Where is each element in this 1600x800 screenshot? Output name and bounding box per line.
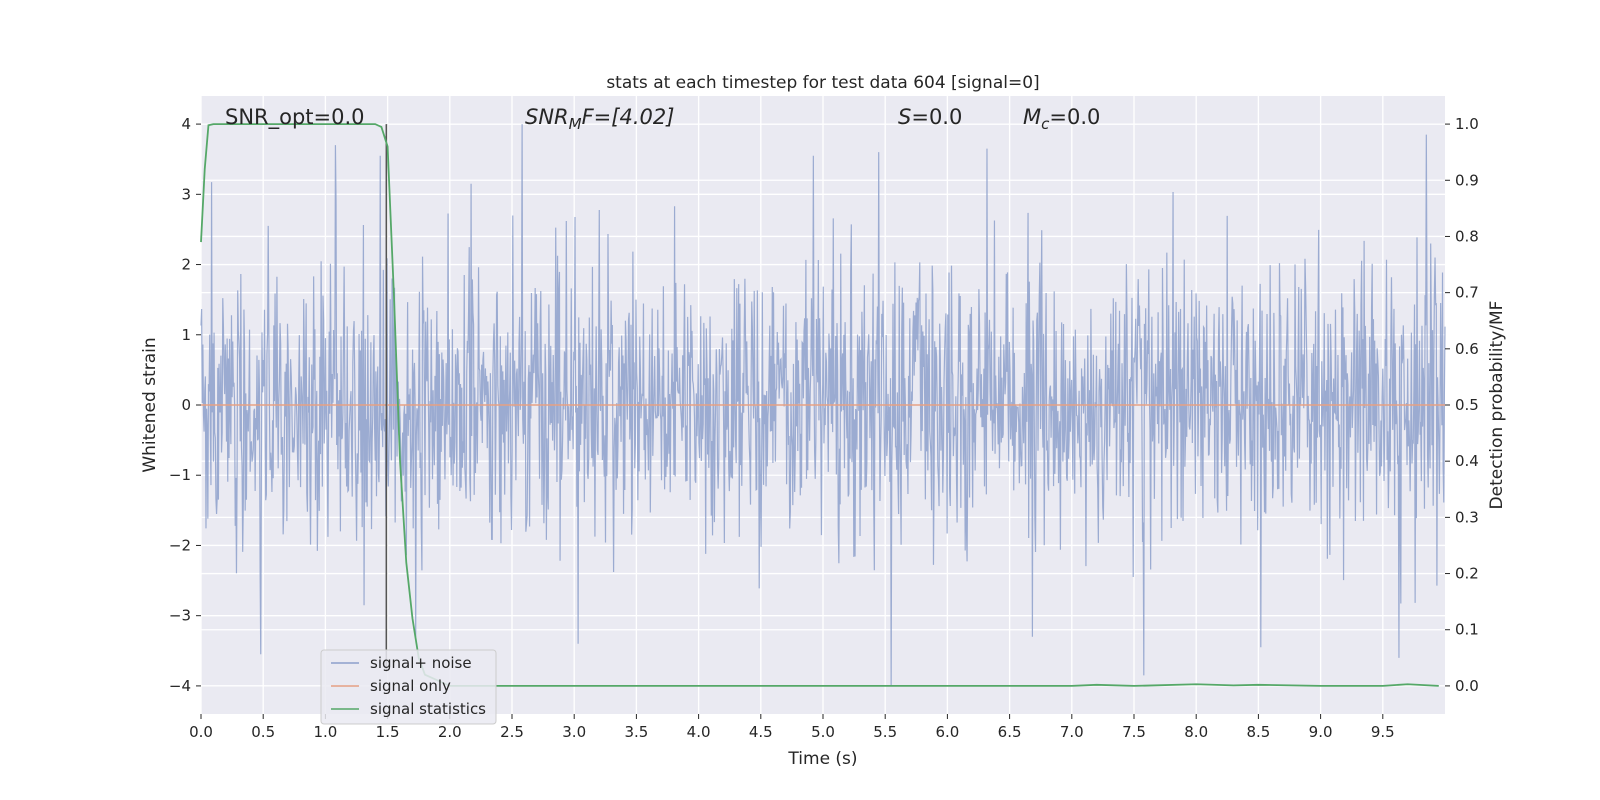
annotation-snr-opt: SNR_opt=0.0 [225, 105, 365, 130]
x-tick-label: 0.0 [189, 723, 213, 741]
annotation-s: S=0.0 [898, 105, 962, 129]
x-tick-label: 8.5 [1246, 723, 1270, 741]
y-right-tick-label: 1.0 [1455, 115, 1479, 133]
y-tick-label: 3 [181, 185, 191, 203]
x-tick-label: 2.0 [438, 723, 462, 741]
series-signal-statistics [200, 123, 1439, 687]
chart-title: stats at each timestep for test data 604… [606, 73, 1039, 93]
x-tick-label: 8.0 [1184, 723, 1208, 741]
legend-label-signal-noise: signal+ noise [370, 654, 472, 672]
y-right-tick-label: 0.5 [1455, 396, 1479, 414]
line-layer [200, 123, 1445, 687]
legend-label-signal-only: signal only [370, 677, 451, 695]
legend: signal+ noise signal only signal statist… [320, 649, 497, 725]
x-tick-label: 5.5 [873, 723, 897, 741]
annotation-mc: Mc=0.0 [1023, 105, 1100, 133]
series-signal-noise [200, 124, 1446, 686]
y-right-tick-label: 0.2 [1455, 565, 1479, 583]
x-tick-label: 7.5 [1122, 723, 1146, 741]
x-tick-label: 1.0 [313, 723, 337, 741]
tick-layer: 0.0 0.5 1.0 1.5 2.0 2.5 3.0 3.5 4.0 4.5 5.0 5.5 6.0 6… [169, 115, 1479, 741]
x-tick-label: 6.0 [935, 723, 959, 741]
y-right-tick-label: 0.8 [1455, 227, 1479, 245]
y-axis-label: Whitened strain [140, 337, 160, 472]
x-tick-label: 9.0 [1309, 723, 1333, 741]
y-right-tick-label: 0.1 [1455, 621, 1479, 639]
y-tick-label: 0 [181, 396, 191, 414]
y-right-tick-label: 0.4 [1455, 452, 1479, 470]
y-right-tick-label: 0.6 [1455, 340, 1479, 358]
x-tick-label: 5.0 [811, 723, 835, 741]
x-tick-label: 3.5 [624, 723, 648, 741]
y-axis-right-label: Detection probability/MF [1487, 301, 1507, 510]
x-tick-label: 1.5 [376, 723, 400, 741]
x-axis-label: Time (s) [787, 749, 857, 769]
y-tick-label: 1 [181, 326, 191, 344]
legend-label-signal-statistics: signal statistics [370, 700, 486, 718]
y-tick-label: −3 [169, 607, 191, 625]
noise-series [200, 124, 1446, 686]
x-tick-label: 3.0 [562, 723, 586, 741]
annotation-snr-mf: SNRMF=[4.02] [525, 105, 674, 133]
x-tick-label: 0.5 [251, 723, 275, 741]
x-tick-label: 4.5 [749, 723, 773, 741]
y-tick-label: −2 [169, 536, 191, 554]
x-tick-label: 6.5 [998, 723, 1022, 741]
y-tick-label: 2 [181, 256, 191, 274]
x-tick-label: 2.5 [500, 723, 524, 741]
y-right-tick-label: 0.7 [1455, 284, 1479, 302]
y-right-tick-label: 0.9 [1455, 171, 1479, 189]
legend-box [320, 649, 497, 725]
x-tick-label: 4.0 [687, 723, 711, 741]
y-tick-label: −4 [169, 677, 191, 695]
y-right-tick-label: 0.3 [1455, 508, 1479, 526]
y-right-tick-label: 0.0 [1455, 677, 1479, 695]
x-tick-label: 7.0 [1060, 723, 1084, 741]
x-tick-label: 9.5 [1371, 723, 1395, 741]
y-tick-label: 4 [181, 115, 191, 133]
y-tick-label: −1 [169, 466, 191, 484]
